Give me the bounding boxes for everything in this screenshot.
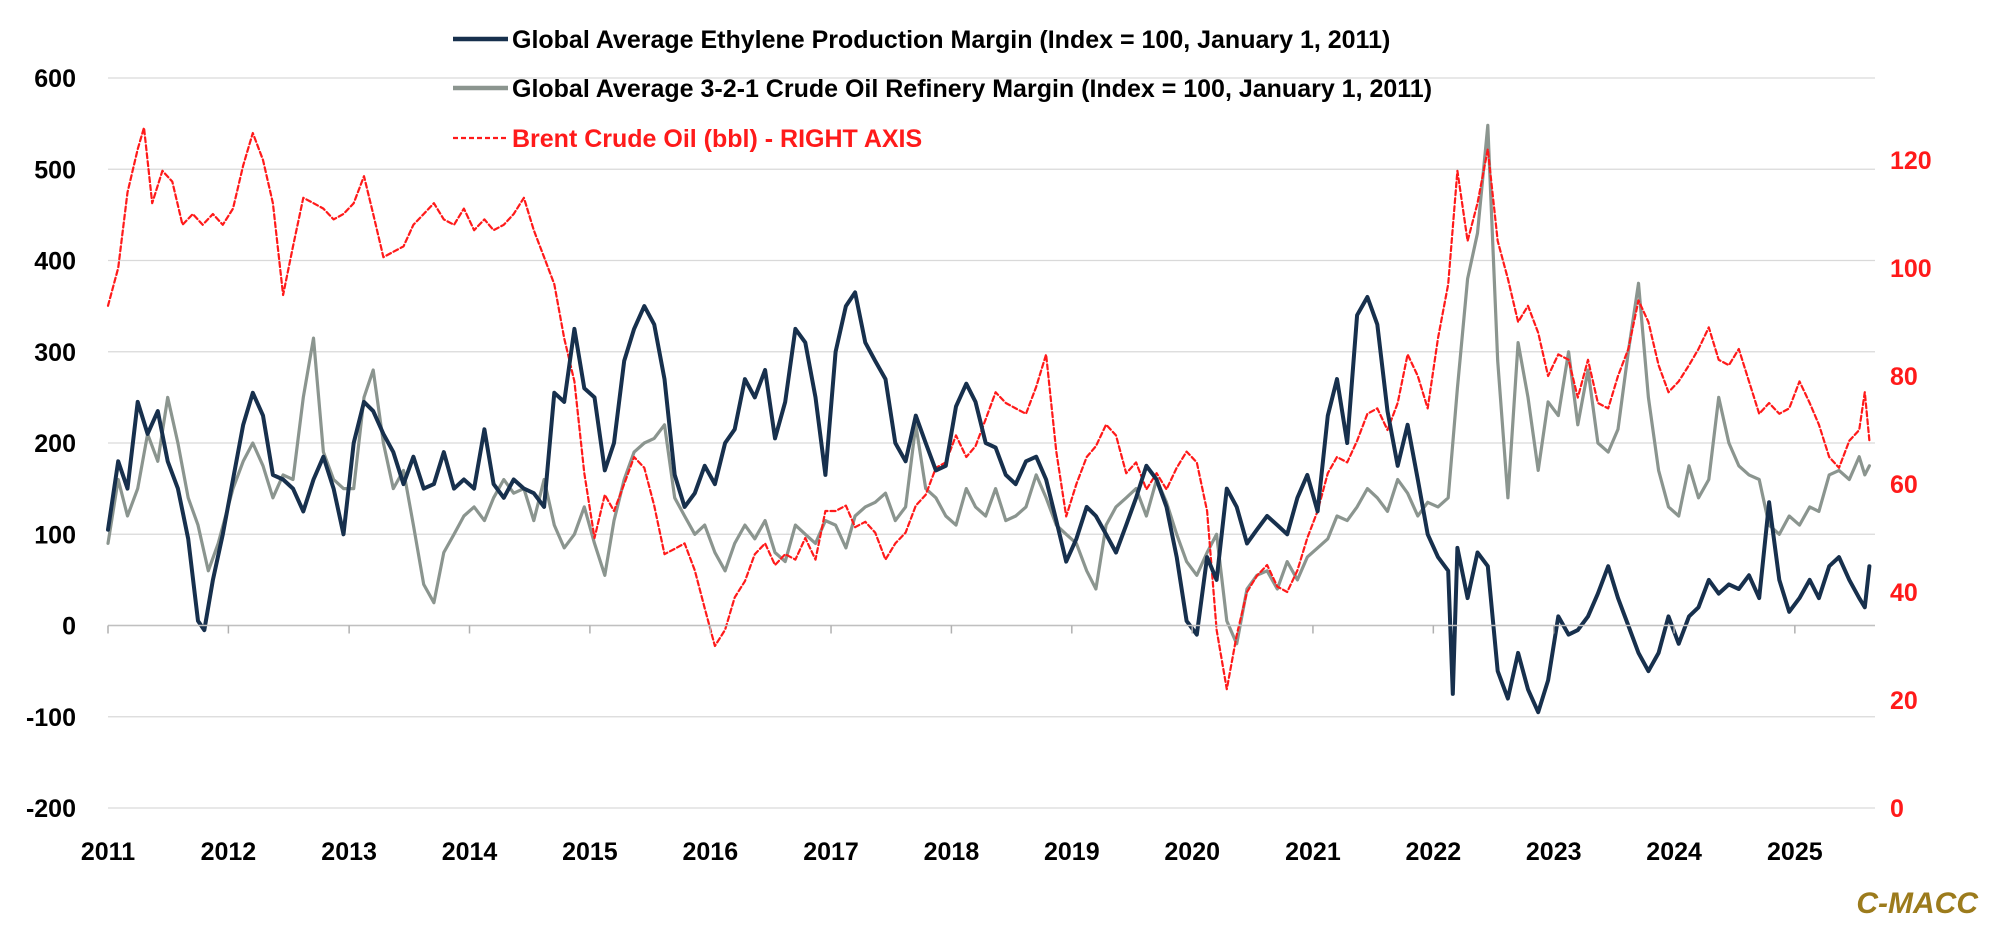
left-axis-tick-label: 100 (34, 521, 76, 549)
gridlines (108, 77, 1875, 809)
left-axis-tick-label: 300 (34, 339, 76, 367)
left-axis-tick-label: 500 (34, 156, 76, 184)
right-axis-tick-label: 120 (1890, 147, 1932, 175)
legend-label: Brent Crude Oil (bbl) - RIGHT AXIS (512, 125, 922, 153)
right-axis-tick-label: 80 (1890, 363, 1918, 391)
right-axis-tick-label: 0 (1890, 795, 1904, 823)
x-axis-tick-label: 2019 (1044, 838, 1100, 866)
x-axis-tick-label: 2025 (1767, 838, 1823, 866)
left-axis-tick-label: 0 (62, 613, 76, 641)
right-axis-tick-label: 60 (1890, 471, 1918, 499)
x-axis-tick-label: 2023 (1526, 838, 1582, 866)
left-axis-tick-label: 600 (34, 65, 76, 93)
right-axis-tick-label: 40 (1890, 579, 1918, 607)
x-axis-tick-label: 2018 (924, 838, 980, 866)
left-axis-tick-label: -200 (26, 795, 76, 823)
left-axis-tick-label: -100 (26, 704, 76, 732)
x-axis-tick-label: 2013 (321, 838, 377, 866)
series-line-3 (106, 126, 1871, 691)
legend-label: Global Average Ethylene Production Margi… (512, 26, 1390, 54)
x-axis-tick-label: 2014 (442, 838, 498, 866)
x-axis-tick-label: 2022 (1406, 838, 1462, 866)
series-line-1 (106, 290, 1872, 715)
x-axis-tick-label: 2020 (1164, 838, 1220, 866)
x-axis-tick-label: 2015 (562, 838, 618, 866)
c-macc-watermark: C-MACC (1856, 887, 1978, 920)
x-axis-tick-label: 2016 (682, 838, 738, 866)
x-axis-tick-label: 2024 (1646, 838, 1702, 866)
x-axis-tick-label: 2012 (201, 838, 257, 866)
right-axis-tick-label: 20 (1890, 687, 1918, 715)
x-axis-tick-label: 2011 (81, 838, 135, 866)
right-axis-tick-label: 100 (1890, 255, 1932, 283)
x-axis-tick-label: 2017 (803, 838, 859, 866)
legend-label: Global Average 3-2-1 Crude Oil Refinery … (512, 75, 1432, 103)
left-axis-tick-label: 200 (34, 430, 76, 458)
series-lines (106, 123, 1872, 715)
legend: Global Average Ethylene Production Margi… (453, 26, 1432, 153)
series-line-2 (106, 123, 1871, 646)
left-axis-tick-label: 400 (34, 248, 76, 276)
axes: 6005004003002001000-100-2001201008060402… (26, 65, 1932, 866)
x-axis-tick-label: 2021 (1285, 838, 1341, 866)
